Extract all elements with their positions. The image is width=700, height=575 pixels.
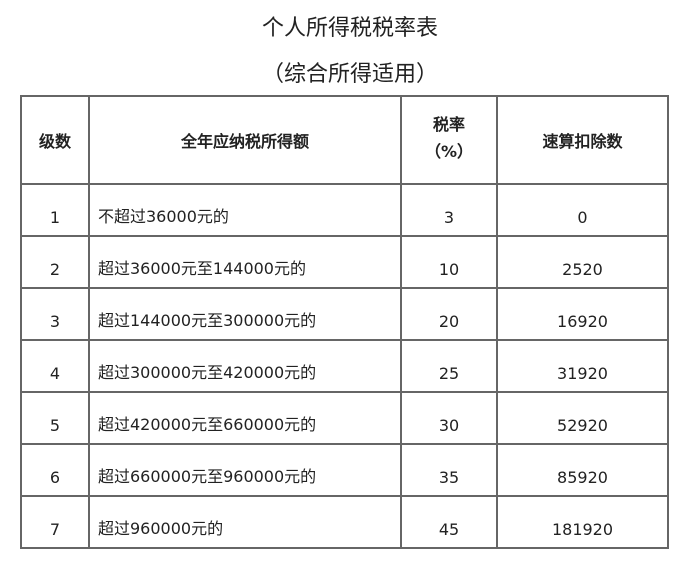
tax-rate-table: 级数 全年应纳税所得额 税率 （%） 速算扣除数 1 不超过36000元的 3 0 2 超过…	[20, 95, 669, 549]
cell-deduction: 0	[496, 183, 669, 237]
cell-range: 超过36000元至144000元的	[88, 235, 402, 289]
table-row: 1 不超过36000元的 3 0	[20, 183, 669, 237]
header-rate-label: 税率	[432, 115, 465, 134]
table-row: 6 超过660000元至960000元的 35 85920	[20, 443, 669, 497]
cell-rate: 45	[400, 495, 498, 549]
cell-level: 4	[20, 339, 90, 393]
cell-range: 不超过36000元的	[88, 183, 402, 237]
cell-level: 2	[20, 235, 90, 289]
cell-deduction: 31920	[496, 339, 669, 393]
cell-range: 超过960000元的	[88, 495, 402, 549]
cell-deduction: 2520	[496, 235, 669, 289]
cell-deduction: 16920	[496, 287, 669, 341]
cell-range: 超过660000元至960000元的	[88, 443, 402, 497]
table-row: 5 超过420000元至660000元的 30 52920	[20, 391, 669, 445]
header-deduction: 速算扣除数	[496, 95, 669, 185]
cell-level: 3	[20, 287, 90, 341]
document-subtitle: （综合所得适用）	[261, 62, 438, 87]
cell-level: 7	[20, 495, 90, 549]
cell-rate: 30	[400, 391, 498, 445]
cell-rate: 35	[400, 443, 498, 497]
cell-range: 超过420000元至660000元的	[88, 391, 402, 445]
document-title: 个人所得税税率表	[261, 16, 438, 41]
header-range: 全年应纳税所得额	[88, 95, 402, 185]
cell-range: 超过144000元至300000元的	[88, 287, 402, 341]
table-header-row: 级数 全年应纳税所得额 税率 （%） 速算扣除数	[20, 95, 669, 185]
cell-rate: 3	[400, 183, 498, 237]
table-row: 3 超过144000元至300000元的 20 16920	[20, 287, 669, 341]
cell-level: 6	[20, 443, 90, 497]
cell-deduction: 52920	[496, 391, 669, 445]
table-row: 7 超过960000元的 45 181920	[20, 495, 669, 549]
cell-rate: 10	[400, 235, 498, 289]
cell-level: 5	[20, 391, 90, 445]
header-level: 级数	[20, 95, 90, 185]
table-row: 2 超过36000元至144000元的 10 2520	[20, 235, 669, 289]
cell-range: 超过300000元至420000元的	[88, 339, 402, 393]
cell-rate: 25	[400, 339, 498, 393]
header-rate-unit: （%）	[424, 142, 474, 161]
table-row: 4 超过300000元至420000元的 25 31920	[20, 339, 669, 393]
header-rate: 税率 （%）	[400, 95, 498, 185]
cell-deduction: 181920	[496, 495, 669, 549]
cell-rate: 20	[400, 287, 498, 341]
cell-deduction: 85920	[496, 443, 669, 497]
cell-level: 1	[20, 183, 90, 237]
